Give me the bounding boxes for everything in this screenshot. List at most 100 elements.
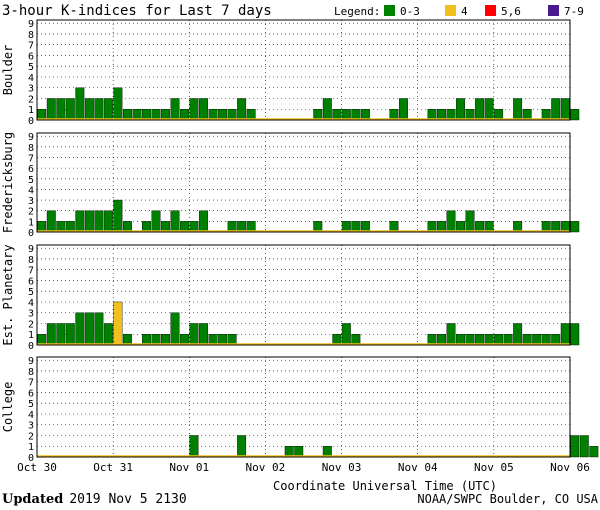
k-index-bar [75, 312, 85, 346]
footer-updated-value: 2019 Nov 5 2130 [69, 492, 186, 507]
k-index-bar [560, 323, 570, 346]
legend-swatch-0-3 [384, 5, 395, 16]
y-tick-label: 5 [28, 287, 34, 298]
k-index-bar [56, 98, 66, 121]
y-tick-label: 1 [28, 105, 34, 116]
k-index-bar [75, 210, 85, 233]
y-tick-label: 9 [28, 19, 34, 30]
k-index-bar [103, 210, 113, 233]
k-index-bar [199, 210, 209, 233]
k-index-bar [446, 210, 456, 233]
y-tick-label: 7 [28, 266, 34, 277]
k-index-bar [465, 210, 475, 233]
y-tick-label: 4 [28, 298, 34, 309]
panel-label: Fredericksburg [1, 132, 15, 233]
y-tick-label: 6 [28, 388, 34, 399]
x-tick-label: Nov 02 [246, 461, 286, 474]
legend-swatch-4 [445, 5, 456, 16]
chart-panels: 0123456789Boulder0123456789Fredericksbur… [1, 19, 599, 464]
k-index-bar [570, 435, 580, 458]
k-index-bar [170, 98, 180, 121]
k-index-bar [113, 199, 123, 233]
k-index-bar [84, 98, 94, 121]
y-tick-label: 1 [28, 217, 34, 228]
panel-frame [36, 19, 571, 121]
k-index-bar [65, 98, 75, 121]
k-index-bar [46, 323, 56, 346]
y-tick-label: 8 [28, 143, 34, 154]
y-tick-label: 3 [28, 421, 34, 432]
y-tick-label: 6 [28, 276, 34, 287]
k-index-bar [570, 221, 580, 233]
legend: Legend: 0-3 4 5,6 7-9 [334, 5, 584, 18]
legend-item-7-9: 7-9 [564, 5, 584, 18]
legend-item-0-3: 0-3 [400, 5, 420, 18]
k-index-bar [189, 323, 199, 346]
panel-frame [36, 244, 571, 346]
k-index-bar [151, 210, 161, 233]
y-tick-label: 4 [28, 410, 34, 421]
k-index-bar [513, 323, 523, 346]
y-tick-label: 6 [28, 164, 34, 175]
k-index-bar [322, 98, 332, 121]
chart-title: 3-hour K-indices for Last 7 days [2, 3, 272, 19]
k-index-bar [113, 301, 123, 346]
k-index-bar [551, 98, 561, 121]
k-index-bar [560, 98, 570, 121]
y-tick-label: 3 [28, 309, 34, 320]
k-index-bar [446, 323, 456, 346]
k-index-bar [84, 312, 94, 346]
y-tick-label: 4 [28, 73, 34, 84]
k-index-bar [456, 98, 466, 121]
k-index-bar [237, 98, 247, 121]
legend-label: Legend: [334, 5, 380, 18]
k-index-bar [84, 210, 94, 233]
k-index-bar [170, 312, 180, 346]
y-tick-label: 8 [28, 30, 34, 41]
y-tick-label: 9 [28, 244, 34, 255]
y-tick-label: 2 [28, 319, 34, 330]
legend-swatch-5-6 [485, 5, 496, 16]
y-tick-label: 2 [28, 94, 34, 105]
panel-frame [36, 132, 571, 233]
x-axis-label: Coordinate Universal Time (UTC) [273, 479, 497, 493]
y-tick-label: 5 [28, 399, 34, 410]
y-tick-label: 0 [28, 228, 34, 239]
k-index-bar [103, 323, 113, 346]
y-tick-label: 3 [28, 84, 34, 95]
k-index-bar [570, 323, 580, 346]
k-index-bar [65, 323, 75, 346]
k-index-bar [46, 98, 56, 121]
x-tick-label: Nov 01 [169, 461, 209, 474]
k-index-bar [94, 210, 104, 233]
y-tick-label: 7 [28, 378, 34, 389]
k-index-bar [237, 435, 247, 458]
y-tick-label: 9 [28, 356, 34, 367]
k-index-bar [579, 435, 589, 458]
k-index-bar [570, 109, 580, 121]
k-index-bar [475, 98, 485, 121]
x-tick-label: Nov 03 [322, 461, 362, 474]
panel-frame [36, 356, 571, 458]
legend-swatch-7-9 [548, 5, 559, 16]
k-index-bar [199, 323, 209, 346]
panel-label: Est. Planetary [1, 244, 15, 345]
k-index-bar [189, 435, 199, 458]
k-index-bar [94, 312, 104, 346]
k-index-bar [513, 98, 523, 121]
k-index-bar [75, 87, 85, 121]
y-tick-label: 1 [28, 330, 34, 341]
y-tick-label: 0 [28, 116, 34, 127]
x-axis-ticks: Oct 30 Oct 31 Nov 01 Nov 02 Nov 03 Nov 04 Nov … [17, 461, 590, 474]
x-tick-label: Oct 31 [93, 461, 133, 474]
footer-updated: Updated 2019 Nov 5 2130 [2, 492, 187, 507]
y-tick-label: 9 [28, 132, 34, 143]
k-index-bar [484, 98, 494, 121]
k-index-bar [170, 210, 180, 233]
